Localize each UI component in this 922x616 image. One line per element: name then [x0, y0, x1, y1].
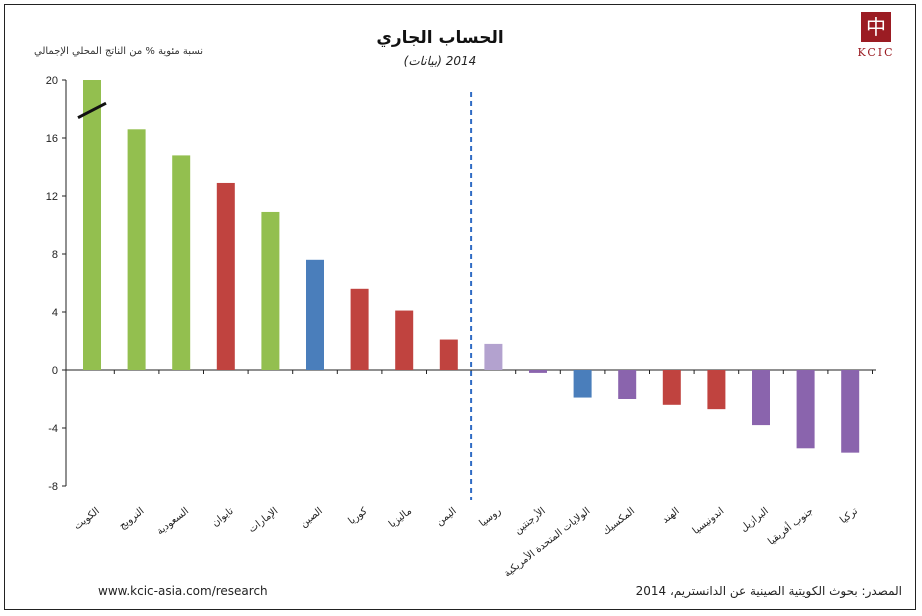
bar — [796, 370, 815, 449]
footer-source: المصدر: بحوث الكويتية الصينية عن الدانست… — [635, 584, 902, 598]
category-label: الهند — [660, 506, 682, 526]
axis-break-mark — [77, 101, 107, 120]
bar — [439, 339, 458, 370]
category-label: السعودية — [155, 506, 191, 538]
bar — [618, 370, 637, 399]
chart-subtitle: 2014 (بيانات) — [403, 54, 477, 68]
chart-frame — [4, 4, 916, 610]
bar — [350, 288, 369, 370]
y-tick-label: 20 — [46, 75, 58, 87]
bar — [83, 80, 101, 370]
kcic-logo: 中国 KCIC — [848, 12, 904, 74]
category-label: المكسيك — [601, 506, 637, 538]
y-tick-label: -4 — [48, 423, 58, 435]
category-label: ماليزيا — [387, 506, 414, 531]
bar — [216, 182, 235, 370]
bar — [306, 259, 324, 370]
bar — [841, 370, 860, 453]
category-label: الكويت — [72, 506, 102, 533]
category-label: روسيا — [477, 506, 503, 530]
bar — [261, 211, 280, 370]
y-tick-label: 4 — [52, 307, 58, 319]
bar — [529, 370, 547, 373]
bar — [573, 370, 592, 398]
category-label: الأرجنتين — [511, 504, 548, 537]
bar — [172, 155, 191, 370]
y-axis-label: نسبة مئوية % من الناتج المحلي الإجمالي — [34, 46, 204, 57]
category-label: اندونيسيا — [691, 506, 726, 537]
footer-url: www.kcic-asia.com/research — [98, 584, 268, 598]
category-label: اليمن — [434, 506, 458, 528]
y-tick-label: 12 — [46, 191, 58, 203]
category-label: الإمارات — [247, 506, 280, 536]
y-tick-label: 0 — [52, 365, 58, 377]
category-label: الصين — [298, 506, 325, 530]
category-label: تركيا — [838, 506, 860, 527]
category-label: جنوب أفريقيا — [765, 504, 816, 547]
bar — [127, 129, 146, 370]
category-label: النرويج — [117, 506, 146, 532]
chart-title: الحساب الجاري — [376, 28, 504, 48]
bar — [707, 370, 726, 410]
category-label: كوريا — [346, 506, 369, 527]
category-label: البرازيل — [739, 506, 771, 535]
bar — [662, 370, 681, 405]
bar — [752, 370, 770, 426]
logo-text: KCIC — [857, 46, 895, 59]
y-tick-label: -8 — [48, 481, 58, 493]
y-tick-label: 8 — [52, 249, 58, 261]
bar — [484, 343, 503, 370]
category-label: تايوان — [210, 506, 236, 530]
category-label: الولايات المتحدة الأمريكية — [501, 504, 592, 579]
bar — [395, 310, 414, 370]
y-tick-label: 16 — [46, 133, 58, 145]
logo-glyph: 中国 — [861, 12, 891, 69]
